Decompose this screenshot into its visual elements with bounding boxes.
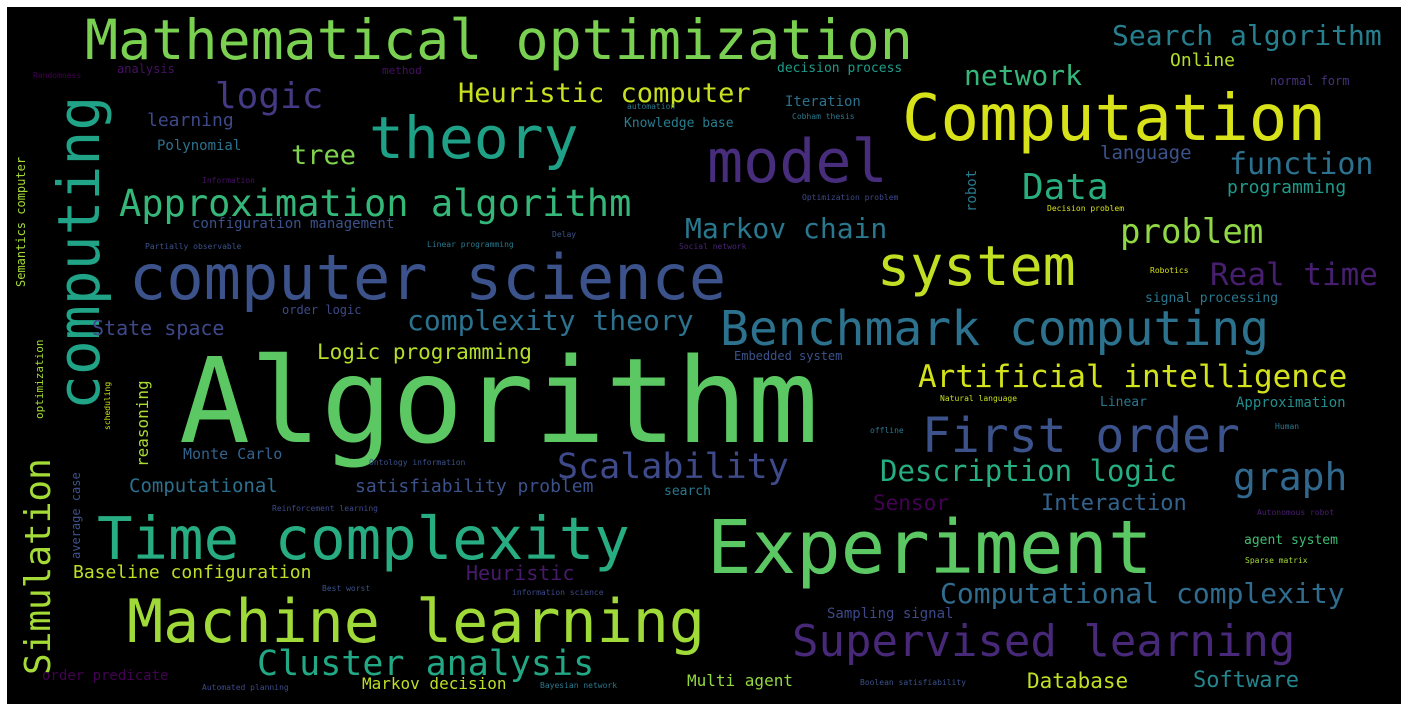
word-satisfiability-problem: satisfiability problem xyxy=(355,476,594,497)
word-mathematical-optimization: Mathematical optimization xyxy=(85,8,913,72)
word-model: model xyxy=(707,127,888,197)
word-search: search xyxy=(664,484,711,499)
word-iteration: Iteration xyxy=(785,94,861,110)
word-supervised-learning: Supervised learning xyxy=(792,616,1296,667)
word-polynomial: Polynomial xyxy=(157,138,242,154)
word-markov-decision: Markov decision xyxy=(362,674,507,693)
word-interaction: Interaction xyxy=(1041,491,1187,516)
word-information-science: information science xyxy=(512,588,604,597)
word-baseline-configuration: Baseline configuration xyxy=(73,562,312,583)
word-robot: robot xyxy=(964,169,980,212)
word-time-complexity: Time complexity xyxy=(97,504,630,573)
word-computational-complexity: Computational complexity xyxy=(940,577,1345,610)
word-automation: automation xyxy=(627,102,676,111)
word-monte-carlo: Monte Carlo xyxy=(183,445,283,463)
word-decision-process: decision process xyxy=(777,61,903,76)
word-description-logic: Description logic xyxy=(880,454,1177,488)
word-complexity-theory: complexity theory xyxy=(407,304,694,337)
word-order-logic: order logic xyxy=(282,303,362,317)
word-search-algorithm: Search algorithm xyxy=(1112,19,1382,52)
word-bayesian-network: Bayesian network xyxy=(540,681,618,690)
word-sparse-matrix: Sparse matrix xyxy=(1245,556,1308,565)
word-autonomous-robot: Autonomous robot xyxy=(1257,508,1335,517)
word-network: network xyxy=(964,59,1083,92)
word-configuration-management: configuration management xyxy=(192,216,395,232)
word-linear: Linear xyxy=(1100,395,1147,410)
word-reinforcement-learning: Reinforcement learning xyxy=(272,504,378,513)
word-sensor: Sensor xyxy=(873,491,949,515)
word-computing: computing xyxy=(45,95,113,410)
word-method: method xyxy=(382,64,422,77)
word-optimization-problem: Optimization problem xyxy=(802,193,899,202)
word-logic-programming: Logic programming xyxy=(317,340,532,364)
word-approximation-algorithm: Approximation algorithm xyxy=(119,182,632,225)
word-experiment: Experiment xyxy=(707,505,1153,591)
word-natural-language: Natural language xyxy=(940,394,1018,403)
word-artificial-intelligence: Artificial intelligence xyxy=(918,359,1348,395)
word-scalability: Scalability xyxy=(557,447,789,487)
word-average-case: average case xyxy=(69,472,83,559)
word-decision-problem: Decision problem xyxy=(1047,204,1125,213)
word-cobham-thesis: Cobham thesis xyxy=(792,112,855,121)
word-cluster-analysis: Cluster analysis xyxy=(257,644,595,684)
word-algorithm: Algorithm xyxy=(179,332,819,470)
word-offline: offline xyxy=(870,426,904,435)
word-boolean-satisfiability: Boolean satisfiability xyxy=(860,678,966,687)
word-system: system xyxy=(877,234,1076,298)
word-scheduling: scheduling xyxy=(103,381,112,430)
word-simulation: Simulation xyxy=(18,458,59,675)
word-state-space: State space xyxy=(92,316,225,340)
word-automated-planning: Automated planning xyxy=(202,683,289,692)
word-theory: theory xyxy=(369,104,579,172)
word-optimization: optimization xyxy=(33,339,46,419)
word-online: Online xyxy=(1170,50,1236,71)
word-ontology-information: Ontology information xyxy=(369,458,466,467)
word-best-worst: Best worst xyxy=(322,584,371,593)
word-function: function xyxy=(1229,147,1374,182)
word-machine-learning: Machine learning xyxy=(127,587,705,657)
word-reasoning: reasoning xyxy=(133,380,152,467)
word-software: Software xyxy=(1193,668,1299,693)
word-order-predicate: order predicate xyxy=(42,668,169,684)
word-knowledge-base: Knowledge base xyxy=(624,116,734,131)
word-signal-processing: signal processing xyxy=(1145,291,1279,306)
word-logic: logic xyxy=(215,76,324,117)
word-normal-form: normal form xyxy=(1270,74,1350,88)
word-analysis: analysis xyxy=(117,62,175,76)
word-computation: Computation xyxy=(902,82,1326,156)
word-heuristic: Heuristic xyxy=(466,561,575,585)
word-partially-observable: Partially observable xyxy=(145,242,242,251)
word-computational: Computational xyxy=(129,475,278,497)
word-tree: tree xyxy=(291,140,357,171)
word-sampling-signal: Sampling signal xyxy=(827,606,954,622)
word-information: Information xyxy=(202,176,255,185)
word-heuristic-computer: Heuristic computer xyxy=(458,78,751,109)
word-problem: problem xyxy=(1120,212,1264,252)
word-computer-science: computer science xyxy=(129,241,727,314)
word-approximation: Approximation xyxy=(1236,395,1346,411)
word-first-order: First order xyxy=(922,408,1240,464)
word-linear-programming: Linear programming xyxy=(427,240,514,249)
word-robotics: Robotics xyxy=(1150,266,1189,275)
word-cloud: Algorithm Experiment computer science Co… xyxy=(7,7,1401,704)
word-embedded-system: Embedded system xyxy=(734,349,843,363)
word-markov-chain: Markov chain xyxy=(685,212,888,245)
word-language: language xyxy=(1100,142,1192,164)
word-benchmark-computing: Benchmark computing xyxy=(720,301,1270,357)
word-multi-agent: Multi agent xyxy=(687,671,793,690)
word-graph: graph xyxy=(1233,455,1348,499)
word-semantics-computer: Semantics computer xyxy=(14,156,28,287)
word-database: Database xyxy=(1027,669,1129,693)
word-learning: learning xyxy=(147,110,234,131)
word-programming: programming xyxy=(1227,177,1347,198)
word-real-time: Real time xyxy=(1210,257,1378,293)
word-agent-system: agent system xyxy=(1244,533,1338,548)
word-randomness: Randomness xyxy=(33,71,82,80)
word-social-network: Social network xyxy=(679,242,747,251)
word-human: Human xyxy=(1275,422,1300,431)
word-delay: Delay xyxy=(552,230,577,239)
word-data: Data xyxy=(1022,167,1109,208)
